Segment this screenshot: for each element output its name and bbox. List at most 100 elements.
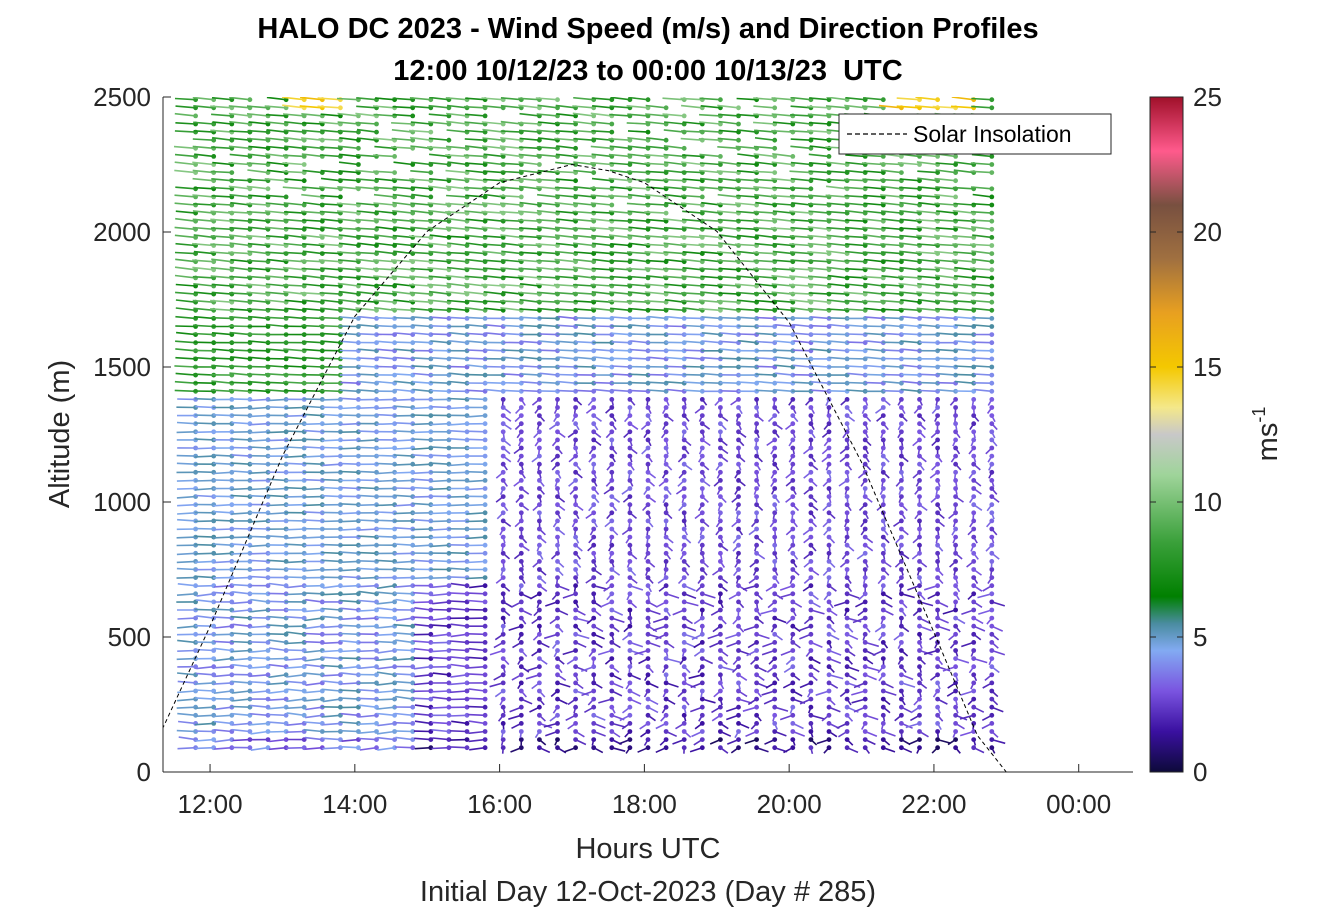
wind-barb-shaft [358, 406, 377, 409]
wind-barb [192, 259, 217, 265]
wind-barb-shaft [448, 316, 468, 320]
wind-barb-point [482, 486, 488, 491]
wind-barb-point [518, 591, 524, 597]
wind-barb-shaft [175, 315, 196, 320]
wind-barb-shaft [195, 405, 214, 409]
wind-barb-shaft [412, 495, 431, 498]
wind-barb-shaft [448, 429, 468, 433]
wind-barb-shaft [249, 535, 269, 538]
wind-barb-point [537, 486, 542, 491]
wind-barb-shaft [177, 680, 196, 684]
wind-barb-shaft [375, 462, 395, 465]
wind-barb-shaft [267, 447, 287, 450]
wind-barb-point [482, 453, 488, 459]
wind-barb-point [518, 656, 524, 661]
wind-barb-point [500, 559, 506, 564]
wind-barb-shaft [176, 593, 196, 596]
wind-barb-point [410, 696, 416, 702]
wind-barb-point [518, 729, 524, 734]
wind-barb-shaft [174, 112, 196, 117]
wind-barb-point [482, 542, 488, 548]
wind-barb-point [518, 672, 524, 678]
wind-barb-shaft [214, 706, 232, 711]
wind-barb-point [482, 729, 488, 734]
wind-barb-point [537, 615, 542, 621]
wind-barb-point [537, 712, 542, 718]
wind-barb-point [518, 461, 524, 467]
wind-barb-shaft [468, 705, 486, 708]
wind-barb-point [518, 696, 524, 702]
wind-barb-shaft [393, 592, 413, 595]
wind-barb-shaft [357, 535, 377, 538]
wind-barb-shaft [449, 648, 468, 652]
wind-barb-shaft [286, 730, 305, 733]
wind-barb-point [338, 194, 343, 200]
wind-barb-point [518, 559, 524, 564]
wind-barb-point [537, 518, 542, 524]
wind-barb-shaft [339, 584, 359, 588]
wind-barb-point [193, 235, 199, 240]
wind-barb-point [555, 486, 560, 491]
wind-barb-point [537, 575, 542, 580]
wind-barb-shaft [340, 422, 359, 426]
wind-barb-shaft [177, 512, 196, 515]
wind-barb-shaft [303, 455, 323, 458]
wind-barb-point [500, 502, 506, 508]
wind-barb-shaft [357, 519, 377, 522]
wind-barb-shaft [340, 397, 359, 401]
wind-barb [177, 615, 199, 621]
wind-barb-shaft [285, 455, 305, 458]
wind-barb-shaft [175, 299, 196, 303]
wind-barb-shaft [213, 720, 232, 725]
wind-barb-point [518, 469, 524, 475]
wind-barb-point [555, 745, 560, 751]
wind-barb-point [410, 615, 416, 621]
wind-barb-shaft [355, 227, 377, 231]
wind-barb-shaft [194, 479, 214, 482]
wind-barb-shaft [502, 381, 522, 384]
wind-barb-point [482, 680, 488, 686]
wind-barb-point [518, 534, 524, 540]
wind-barb-shaft [195, 431, 214, 434]
wind-barb-shaft [321, 478, 341, 482]
wind-barb-shaft [196, 615, 214, 619]
wind-barb-shaft [339, 503, 359, 506]
wind-barb-shaft [246, 373, 269, 376]
wind-barb-point [555, 656, 560, 661]
wind-barb-shaft [194, 722, 214, 726]
wind-barb-point [537, 162, 542, 167]
wind-barb-shaft [175, 105, 196, 109]
wind-barb-shaft [357, 446, 377, 449]
wind-barb-shaft [285, 543, 305, 546]
wind-barb-shaft [195, 447, 214, 450]
wind-barb-shaft [194, 706, 214, 710]
wind-barb-shaft [193, 315, 214, 320]
wind-barb-shaft [448, 471, 468, 474]
wind-barb-shaft [375, 503, 395, 507]
wind-barb-shaft [429, 381, 449, 384]
wind-barb-shaft [375, 519, 395, 522]
wind-barb-shaft [484, 349, 504, 352]
wind-barb-point [555, 623, 560, 629]
chart-title: HALO DC 2023 - Wind Speed (m/s) and Dire… [257, 13, 1038, 45]
wind-barb-shaft [412, 406, 431, 410]
wind-barb-point [464, 583, 470, 589]
wind-barb-shaft [303, 503, 323, 507]
wind-barb-point [518, 567, 524, 572]
wind-barb-shaft [285, 503, 305, 506]
wind-barb-shaft [231, 527, 250, 530]
wind-barb-shaft [521, 389, 540, 393]
wind-barb-shaft [213, 462, 232, 465]
wind-barb-shaft [321, 559, 341, 563]
wind-barb [174, 112, 199, 119]
wind-barb-point [555, 413, 560, 418]
wind-barb-shaft [267, 730, 287, 733]
wind-barb-shaft [194, 520, 214, 523]
wind-barb-shaft [177, 690, 196, 694]
wind-barb-point [319, 640, 325, 645]
wind-barb-point [537, 461, 542, 467]
wind-barb-shaft [265, 381, 287, 384]
wind-barb-shaft [339, 520, 359, 523]
wind-barb-shaft [267, 713, 287, 717]
wind-barb-shaft [194, 438, 214, 441]
